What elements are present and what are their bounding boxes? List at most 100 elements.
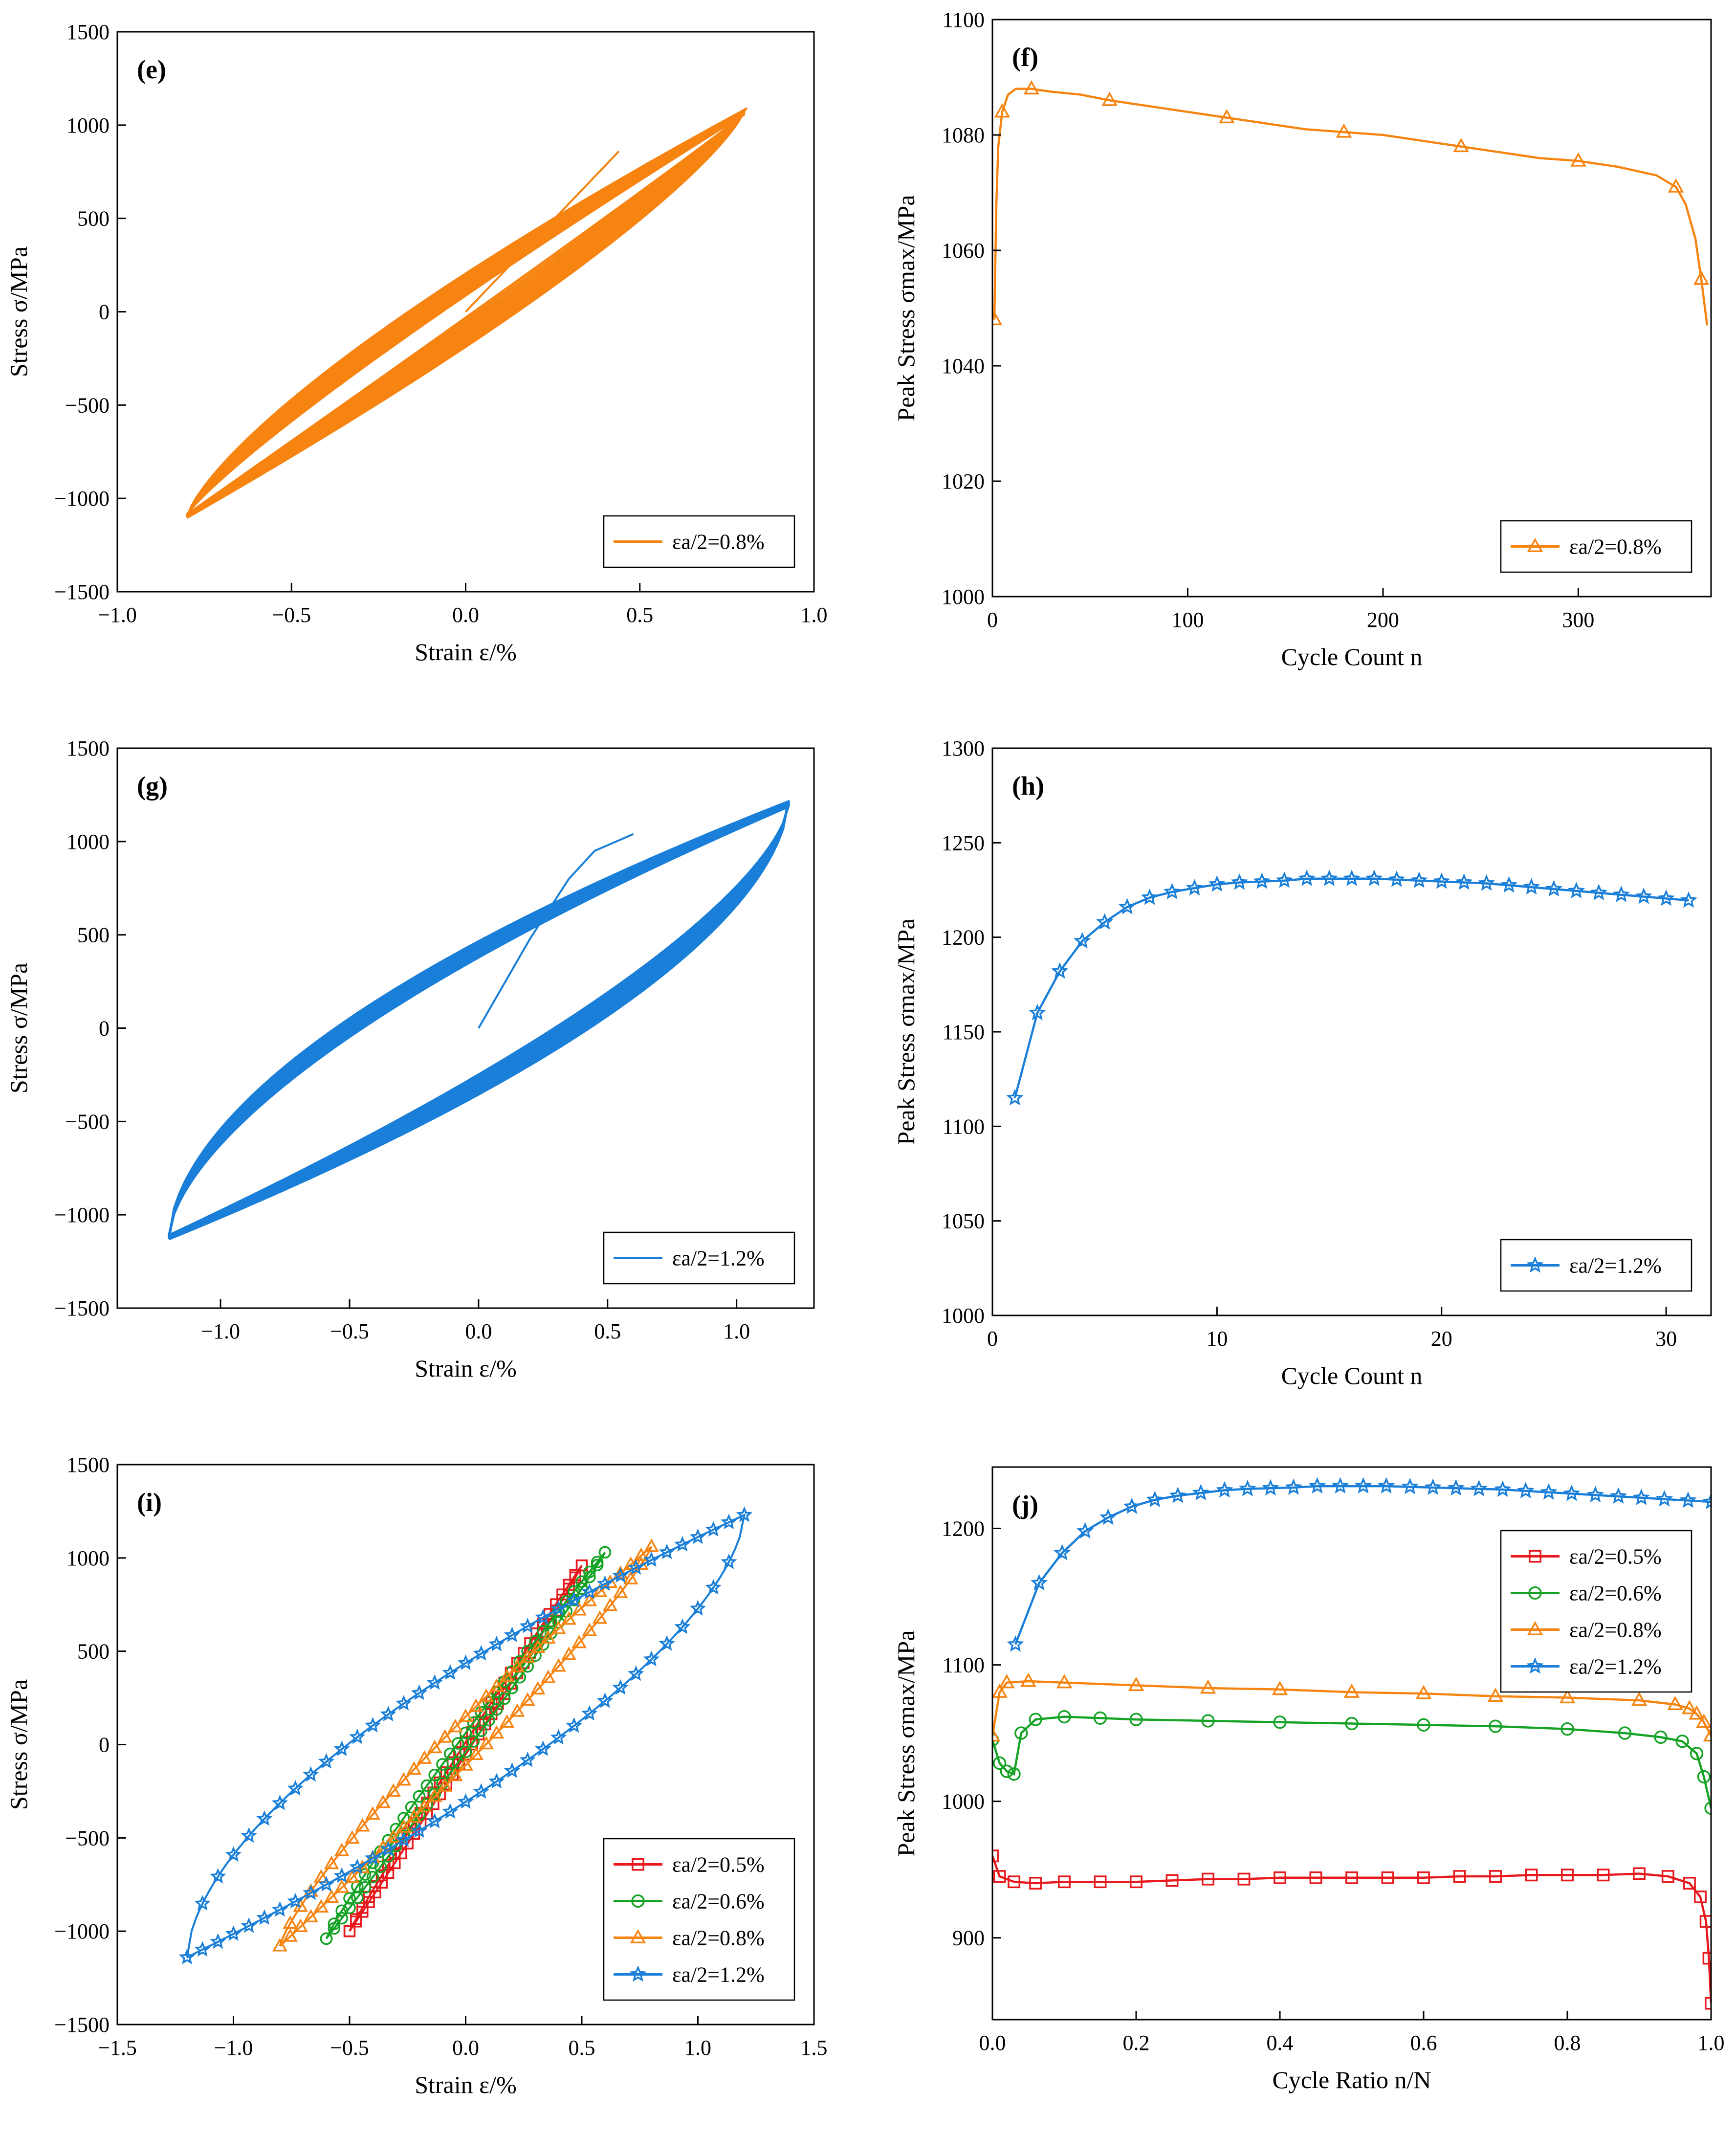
marker-i-3-9 <box>318 1753 335 1769</box>
marker-j-0-15 <box>1453 1870 1466 1883</box>
marker-i-2-66 <box>344 1870 360 1883</box>
hysteresis-loop-g-0-0 <box>168 804 791 1237</box>
x-tick-label-j-4: 0.8 <box>1554 2031 1581 2055</box>
marker-i-3-10 <box>333 1740 350 1756</box>
panel-label-f: (f) <box>1012 43 1038 72</box>
marker-i-2-17 <box>448 1718 463 1733</box>
marker-i-3-55 <box>457 1793 474 1809</box>
marker-i-3-66 <box>287 1892 304 1909</box>
marker-i-2-72 <box>283 1928 298 1942</box>
marker-i-3-18 <box>457 1654 474 1670</box>
marker-h-0-20 <box>1455 873 1473 890</box>
y-axis-title-g: Stress σ/MPa <box>5 963 32 1093</box>
marker-j-1-16 <box>1654 1730 1668 1744</box>
y-tick-label-f-0: 1000 <box>942 585 985 609</box>
marker-i-3-29 <box>628 1559 644 1575</box>
marker-j-2-0 <box>992 1727 1001 1742</box>
series-i-3 <box>178 1506 753 1964</box>
y-tick-label-f-3: 1060 <box>942 239 985 263</box>
hysteresis-loop-g-0-10 <box>168 800 790 1240</box>
legend-label-h-0: εa/2=1.2% <box>1569 1254 1662 1278</box>
marker-i-0-68 <box>375 1876 388 1889</box>
marker-i-3-53 <box>488 1773 505 1789</box>
marker-i-1-15 <box>436 1758 449 1771</box>
marker-i-1-34 <box>583 1565 596 1579</box>
marker-j-2-5 <box>1128 1676 1144 1691</box>
legend-label-f-0: εa/2=0.8% <box>1569 535 1662 559</box>
marker-i-2-39 <box>623 1571 638 1584</box>
y-tick-label-g-2: −500 <box>65 1110 110 1134</box>
x-tick-label-g-3: 0.5 <box>594 1319 621 1343</box>
marker-j-0-9 <box>1237 1872 1251 1886</box>
marker-i-2-43 <box>582 1623 597 1636</box>
marker-i-3-71 <box>210 1933 226 1949</box>
legend-label-g-0: εa/2=1.2% <box>672 1247 765 1270</box>
marker-h-0-4 <box>1096 913 1114 930</box>
marker-i-2-54 <box>468 1746 483 1760</box>
marker-j-3-1 <box>1030 1574 1048 1591</box>
marker-f-0-12 <box>1219 109 1235 124</box>
x-tick-label-i-1: −1.0 <box>214 2036 253 2060</box>
y-axis-title-h: Peak Stress σmax/MPa <box>892 918 920 1145</box>
marker-j-1-7 <box>1093 1711 1107 1725</box>
marker-i-1-18 <box>459 1726 472 1739</box>
marker-j-3-6 <box>1146 1491 1164 1507</box>
marker-i-3-23 <box>535 1609 551 1625</box>
marker-j-0-10 <box>1274 1871 1286 1884</box>
marker-i-2-35 <box>634 1547 649 1561</box>
marker-h-0-23 <box>1522 878 1540 895</box>
marker-i-3-1 <box>194 1895 211 1911</box>
hysteresis-loop-i-0-0 <box>349 1564 583 1932</box>
marker-i-2-19 <box>468 1698 483 1712</box>
marker-i-2-55 <box>458 1757 473 1771</box>
x-tick-label-i-5: 1.0 <box>684 2036 711 2060</box>
marker-i-3-34 <box>705 1521 722 1537</box>
marker-i-3-14 <box>396 1695 412 1711</box>
marker-i-2-67 <box>334 1879 350 1893</box>
series-line-j-0 <box>992 1855 1711 2003</box>
series-j-3 <box>1007 1477 1711 1652</box>
marker-h-0-5 <box>1118 898 1136 914</box>
marker-j-0-20 <box>1633 1867 1646 1880</box>
marker-j-0-8 <box>1202 1872 1214 1886</box>
marker-i-2-30 <box>582 1593 597 1606</box>
marker-i-1-13 <box>420 1779 434 1792</box>
marker-i-0-48 <box>505 1677 517 1690</box>
marker-i-1-66 <box>374 1860 387 1873</box>
y-tick-label-i-4: 500 <box>77 1640 110 1664</box>
series-f-0 <box>992 80 1710 326</box>
marker-i-1-5 <box>358 1868 372 1881</box>
marker-h-0-16 <box>1365 869 1383 886</box>
marker-i-2-18 <box>458 1709 473 1722</box>
marker-i-3-28 <box>612 1567 629 1583</box>
y-tick-label-i-3: 0 <box>99 1733 110 1757</box>
initial-loading-e <box>465 150 620 312</box>
marker-f-0-3 <box>994 103 1011 118</box>
marker-j-1-18 <box>1690 1747 1704 1760</box>
hysteresis-loop-i-2-0 <box>279 1546 653 1947</box>
y-tick-label-f-1: 1020 <box>942 469 985 493</box>
marker-i-3-24 <box>550 1600 567 1616</box>
marker-i-2-51 <box>499 1714 515 1728</box>
legend-marker-j-1 <box>1528 1586 1542 1600</box>
hysteresis-loop-g-0-6 <box>168 801 790 1239</box>
marker-i-1-49 <box>505 1682 519 1694</box>
series-line-h-0 <box>1013 877 1689 1098</box>
marker-i-2-42 <box>592 1610 608 1624</box>
marker-h-0-10 <box>1231 873 1248 890</box>
marker-i-1-21 <box>483 1695 495 1709</box>
marker-h-0-1 <box>1029 1003 1046 1021</box>
marker-i-2-58 <box>427 1788 442 1802</box>
marker-h-0-30 <box>1680 891 1697 908</box>
marker-i-2-21 <box>489 1678 505 1692</box>
marker-j-3-30 <box>1702 1492 1711 1510</box>
marker-j-3-11 <box>1262 1479 1279 1496</box>
legend-label-e-0: εa/2=0.8% <box>672 530 765 554</box>
marker-i-3-51 <box>519 1751 536 1767</box>
legend-marker-f-0 <box>1527 537 1543 553</box>
marker-j-0-19 <box>1597 1869 1610 1882</box>
marker-i-1-37 <box>598 1546 612 1559</box>
marker-j-1-9 <box>1201 1714 1215 1728</box>
marker-i-3-35 <box>721 1514 737 1530</box>
hysteresis-loop-g-0-8 <box>168 801 790 1240</box>
